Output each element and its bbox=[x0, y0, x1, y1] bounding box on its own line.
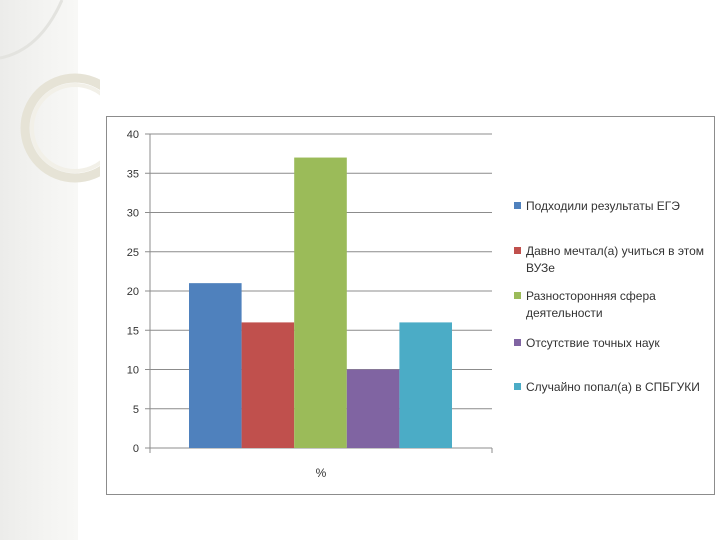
bar-4 bbox=[346, 369, 400, 448]
legend-item: Случайно попал(а) в СПБГУКИ bbox=[514, 379, 706, 396]
legend-label: Разносторонняя сфера деятельности bbox=[526, 289, 656, 320]
y-tick-label: 0 bbox=[133, 443, 139, 455]
legend-item: Отсутствие точных наук bbox=[514, 335, 706, 352]
legend-swatch bbox=[514, 383, 521, 390]
y-tick-label: 15 bbox=[127, 325, 139, 337]
legend-swatch bbox=[514, 339, 521, 346]
bar-5 bbox=[399, 322, 452, 448]
y-tick-label: 25 bbox=[127, 247, 139, 259]
legend-item: Подходили результаты ЕГЭ bbox=[514, 198, 706, 215]
y-tick-label: 40 bbox=[127, 129, 139, 141]
bar-2 bbox=[241, 322, 295, 448]
decorative-circles bbox=[0, 0, 100, 183]
y-tick-label: 20 bbox=[127, 286, 139, 298]
bar-1 bbox=[189, 283, 242, 448]
legend-item: Давно мечтал(а) учиться в этом ВУЗе bbox=[514, 243, 706, 277]
x-category-label: % bbox=[316, 466, 327, 480]
legend-swatch bbox=[514, 292, 521, 299]
legend-swatch bbox=[514, 202, 521, 209]
legend-swatch bbox=[514, 247, 521, 254]
y-tick-label: 30 bbox=[127, 208, 139, 220]
legend-label: Подходили результаты ЕГЭ bbox=[526, 199, 680, 213]
legend-label: Отсутствие точных наук bbox=[526, 336, 660, 350]
y-tick-label: 5 bbox=[133, 404, 139, 416]
y-tick-label: 35 bbox=[127, 168, 139, 180]
legend-item: Разносторонняя сфера деятельности bbox=[514, 288, 706, 322]
legend-label: Случайно попал(а) в СПБГУКИ bbox=[526, 380, 700, 394]
y-tick-label: 10 bbox=[127, 365, 139, 377]
legend-label: Давно мечтал(а) учиться в этом ВУЗе bbox=[526, 244, 705, 275]
bar-3 bbox=[294, 157, 347, 449]
